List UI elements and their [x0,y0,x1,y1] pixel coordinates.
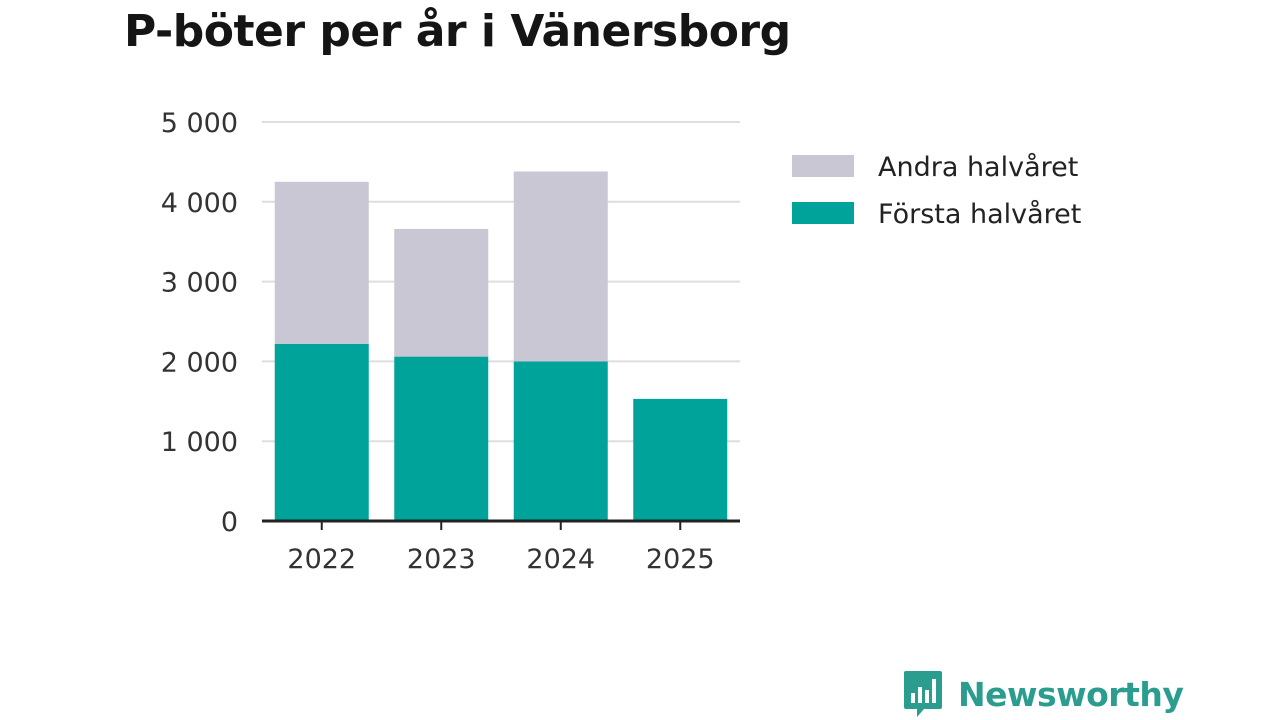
y-tick-label: 4 000 [161,188,238,219]
bar-2023-second-half [394,228,489,357]
y-tick-label: 5 000 [161,108,238,139]
bar-2023-first-half [394,356,489,521]
bar-2024-first-half [513,361,608,521]
x-tick-label: 2024 [526,544,595,575]
x-axis [262,519,740,530]
x-tick-label: 2025 [646,544,715,575]
x-axis-ticks: 2022 2023 2024 2025 [287,544,714,575]
y-tick-label: 0 [221,507,238,538]
newsworthy-logo: Newsworthy [902,669,1184,719]
y-tick-label: 2 000 [161,347,238,378]
legend-swatch [792,155,854,177]
newsworthy-logo-icon [904,671,942,717]
bars [274,171,728,521]
bar-2025-first-half [633,398,728,521]
bar-2022-second-half [274,181,369,344]
bar-2022-first-half [274,343,369,521]
y-tick-label: 1 000 [161,427,238,458]
brand-name: Newsworthy [958,674,1184,714]
legend-label: Första halvåret [878,199,1081,230]
legend-swatch [792,202,854,224]
x-tick-label: 2023 [407,544,476,575]
y-axis-ticks: 0 1 000 2 000 3 000 4 000 5 000 [161,108,238,538]
y-tick-label: 3 000 [161,268,238,299]
x-tick-label: 2022 [287,544,356,575]
legend: Andra halvåret Första halvåret [792,152,1081,230]
bar-2024-second-half [513,171,608,362]
chart-title: P-böter per år i Vänersborg [124,6,791,57]
legend-label: Andra halvåret [878,152,1078,183]
